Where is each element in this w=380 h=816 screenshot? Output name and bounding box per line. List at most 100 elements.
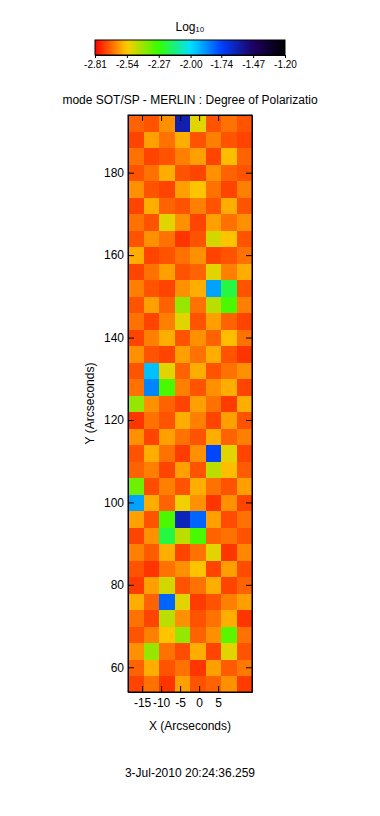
heatmap-cell (175, 593, 191, 610)
heatmap-cell (190, 395, 206, 412)
heatmap-cell (175, 247, 191, 264)
heatmap-cell (237, 115, 253, 132)
y-tick-mark (128, 255, 134, 256)
y-right-tick-mark (246, 585, 252, 586)
heatmap-cell (144, 214, 160, 231)
colorbar-tick-label: -2.27 (148, 59, 171, 70)
x-tick-mark (142, 686, 143, 692)
colorbar-axis: -2.81-2.54-2.27-2.00-1.74-1.47-1.20 (84, 55, 297, 70)
heatmap-cell (237, 577, 253, 594)
colorbar-tick: -1.47 (242, 55, 265, 70)
x-top-tick-mark (218, 115, 219, 121)
heatmap-cell (237, 445, 253, 462)
heatmap-cell (144, 643, 160, 660)
y-right-tick (246, 585, 252, 586)
heatmap-cell (159, 478, 175, 495)
heatmap-cell (190, 610, 206, 627)
heatmap-cell (159, 362, 175, 379)
colorbar-tick: -1.74 (210, 55, 233, 70)
heatmap-cell (237, 676, 253, 692)
heatmap-cell (221, 164, 237, 181)
heatmap-cell (237, 214, 253, 231)
heatmap-cell (128, 560, 144, 577)
heatmap-cell (190, 527, 206, 544)
heatmap-cell (206, 230, 222, 247)
heatmap-cell (128, 544, 144, 561)
x-top-tick (199, 115, 200, 121)
heatmap-cell (206, 164, 222, 181)
x-top-tick (161, 115, 162, 121)
heatmap-cell (237, 181, 253, 198)
heatmap-cell (144, 659, 160, 676)
heatmap-cells (128, 115, 252, 692)
heatmap-cell (144, 478, 160, 495)
heatmap-cell (237, 610, 253, 627)
x-top-tick (218, 115, 219, 121)
heatmap-cell (175, 412, 191, 429)
heatmap-cell (159, 626, 175, 643)
heatmap-cell (206, 626, 222, 643)
y-right-tick-mark (246, 502, 252, 503)
heatmap-cell (206, 181, 222, 198)
heatmap-cell (221, 461, 237, 478)
colorbar-tick-mark (285, 55, 286, 58)
x-axis-top (129, 115, 253, 121)
heatmap-cell (175, 115, 191, 132)
heatmap-cell (159, 527, 175, 544)
heatmap-cell (190, 346, 206, 363)
x-tick: 5 (215, 686, 222, 710)
heatmap-cell (206, 362, 222, 379)
heatmap-cell (175, 230, 191, 247)
heatmap-cell (128, 230, 144, 247)
heatmap-cell (206, 676, 222, 692)
heatmap-cell (221, 610, 237, 627)
x-tick: -10 (153, 686, 171, 710)
heatmap-cell (144, 329, 160, 346)
heatmap-cell (159, 313, 175, 330)
heatmap-cell (159, 115, 175, 132)
heatmap-cell (190, 560, 206, 577)
title: mode SOT/SP - MERLIN : Degree of Polariz… (62, 93, 318, 107)
heatmap-cell (175, 181, 191, 198)
y-tick-mark (128, 420, 134, 421)
heatmap-cell (190, 247, 206, 264)
heatmap-cell (144, 280, 160, 297)
heatmap-cell (175, 362, 191, 379)
heatmap-cell (144, 527, 160, 544)
heatmap-cell (221, 230, 237, 247)
heatmap-cell (237, 280, 253, 297)
heatmap-cell (175, 313, 191, 330)
y-tick: 60 (111, 661, 134, 675)
y-right-tick-mark (246, 338, 252, 339)
y-tick-label: 160 (104, 248, 124, 262)
y-tick-label: 180 (104, 166, 124, 180)
heatmap-cell (144, 164, 160, 181)
x-top-tick (180, 115, 181, 121)
heatmap-cell (190, 379, 206, 396)
colorbar-tick: -1.20 (274, 55, 297, 70)
y-tick-label: 120 (104, 413, 124, 427)
heatmap-cell (190, 478, 206, 495)
y-tick-mark (128, 667, 134, 668)
y-tick-mark (128, 338, 134, 339)
heatmap-cell (175, 329, 191, 346)
colorbar-tick-mark (127, 55, 128, 58)
heatmap-cell (159, 577, 175, 594)
heatmap-cell (206, 428, 222, 445)
heatmap-cell (144, 577, 160, 594)
heatmap-cell (190, 280, 206, 297)
heatmap-cell (175, 511, 191, 528)
heatmap-cell (159, 494, 175, 511)
heatmap-cell (190, 659, 206, 676)
heatmap-cell (159, 296, 175, 313)
heatmap-cell (190, 577, 206, 594)
heatmap-cell (159, 544, 175, 561)
heatmap-cell (190, 511, 206, 528)
y-axis-right (246, 116, 253, 693)
heatmap-cell (128, 527, 144, 544)
heatmap-cell (221, 313, 237, 330)
heatmap-cell (175, 197, 191, 214)
heatmap-cell (221, 412, 237, 429)
heatmap-cell (175, 214, 191, 231)
heatmap-cell (128, 676, 144, 692)
